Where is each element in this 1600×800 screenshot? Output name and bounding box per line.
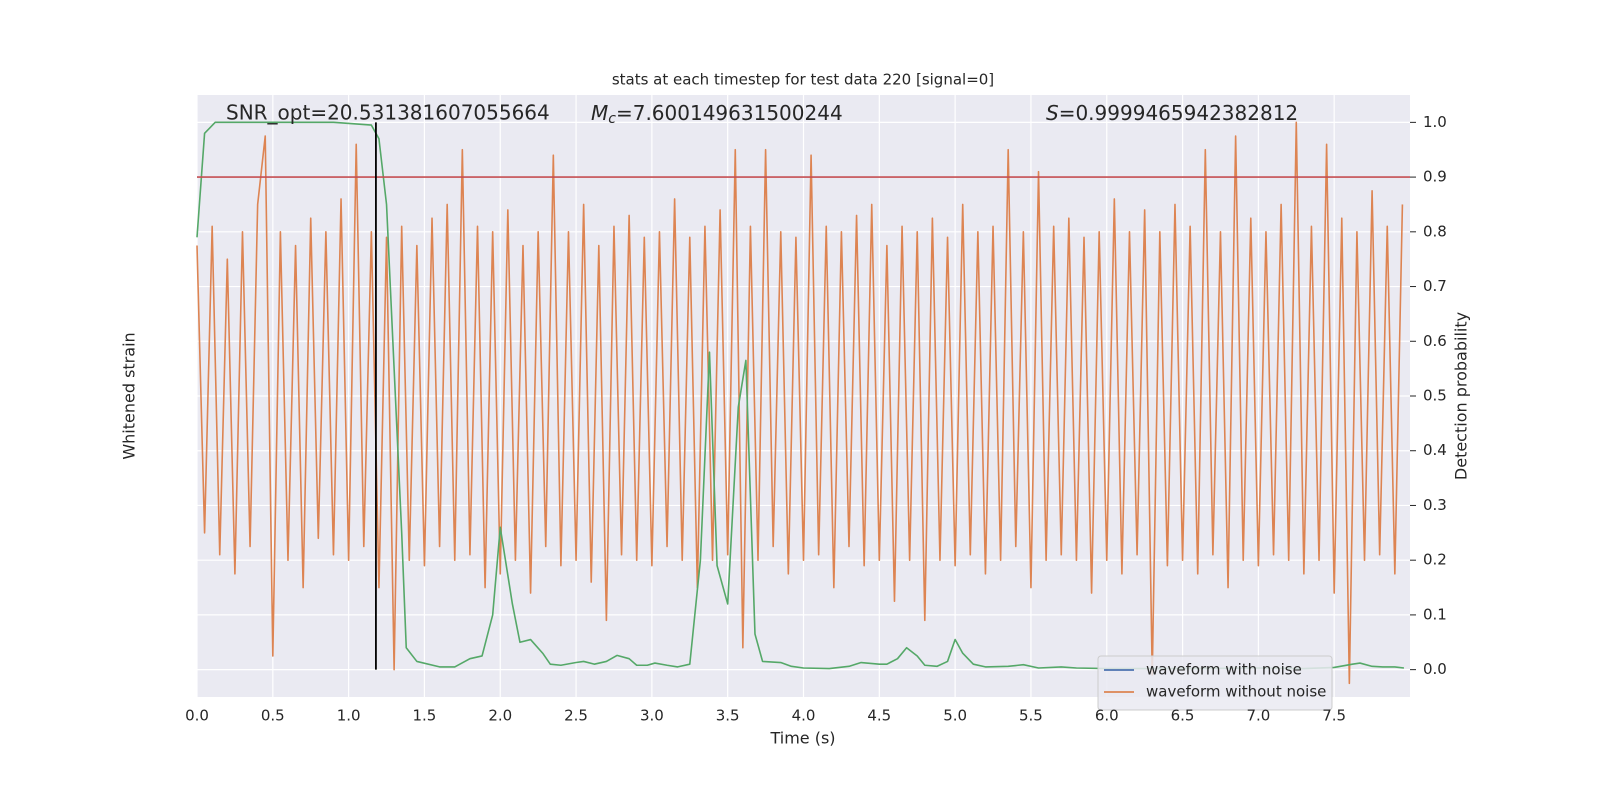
x-tick-label: 2.5 bbox=[564, 707, 588, 725]
y2-tick-label: 0.7 bbox=[1423, 277, 1447, 295]
annotation: SNR_opt=20.531381607055664 bbox=[226, 101, 550, 125]
x-tick-label: 4.0 bbox=[792, 707, 816, 725]
annotation-subscript: c bbox=[608, 111, 616, 127]
marks bbox=[196, 121, 1410, 685]
x-tick-label: 6.5 bbox=[1171, 707, 1195, 725]
x-tick-label: 3.0 bbox=[640, 707, 664, 725]
x-tick-label: 5.5 bbox=[1019, 707, 1043, 725]
annotation-value: =7.600149631500244 bbox=[616, 101, 843, 125]
x-tick-label: 0.5 bbox=[261, 707, 285, 725]
x-axis-label: Time (s) bbox=[769, 729, 835, 748]
x-tick-label: 7.0 bbox=[1246, 707, 1270, 725]
y2-tick-label: 0.8 bbox=[1423, 222, 1447, 240]
annotation: S=0.9999465942382812 bbox=[1046, 101, 1298, 125]
x-tick-label: 2.0 bbox=[488, 707, 512, 725]
y2-tick-label: 0.1 bbox=[1423, 605, 1447, 623]
x-tick-label: 3.5 bbox=[716, 707, 740, 725]
y2-axis-label: Detection probability bbox=[1452, 312, 1471, 480]
y-axis-label: Whitened strain bbox=[120, 332, 139, 459]
legend: waveform with noise waveform without nois… bbox=[1097, 655, 1333, 711]
y2-tick-label: 0.5 bbox=[1423, 387, 1447, 405]
y2-tick-label: 0.4 bbox=[1423, 441, 1447, 459]
x-tick-label: 0.0 bbox=[185, 707, 209, 725]
annotation-value: =0.9999465942382812 bbox=[1059, 101, 1298, 125]
legend-box bbox=[1097, 655, 1333, 711]
y2-tick-label: 0.3 bbox=[1423, 496, 1447, 514]
annotation-symbol: S bbox=[1046, 101, 1059, 125]
x-tick-label: 1.0 bbox=[337, 707, 361, 725]
y2-tick-label: 0.0 bbox=[1423, 660, 1447, 678]
legend-label: waveform with noise bbox=[1146, 661, 1302, 679]
annotation-symbol: M bbox=[591, 101, 608, 125]
y2-tick-label: 1.0 bbox=[1423, 113, 1447, 131]
annotation: Mc=7.600149631500244 bbox=[591, 101, 843, 128]
x-tick-label: 5.0 bbox=[943, 707, 967, 725]
x-tick-label: 7.5 bbox=[1322, 707, 1346, 725]
chart-title: stats at each timestep for test data 220… bbox=[612, 71, 994, 89]
line-series bbox=[196, 121, 1405, 670]
y2-tick-label: 0.6 bbox=[1423, 332, 1447, 350]
x-tick-label: 6.0 bbox=[1095, 707, 1119, 725]
y2-tick-label: 0.9 bbox=[1423, 168, 1447, 186]
x-tick-label: 4.5 bbox=[867, 707, 891, 725]
y2-tick-label: 0.2 bbox=[1423, 551, 1447, 569]
x-tick-label: 1.5 bbox=[413, 707, 437, 725]
legend-label: waveform without noise bbox=[1146, 683, 1326, 701]
